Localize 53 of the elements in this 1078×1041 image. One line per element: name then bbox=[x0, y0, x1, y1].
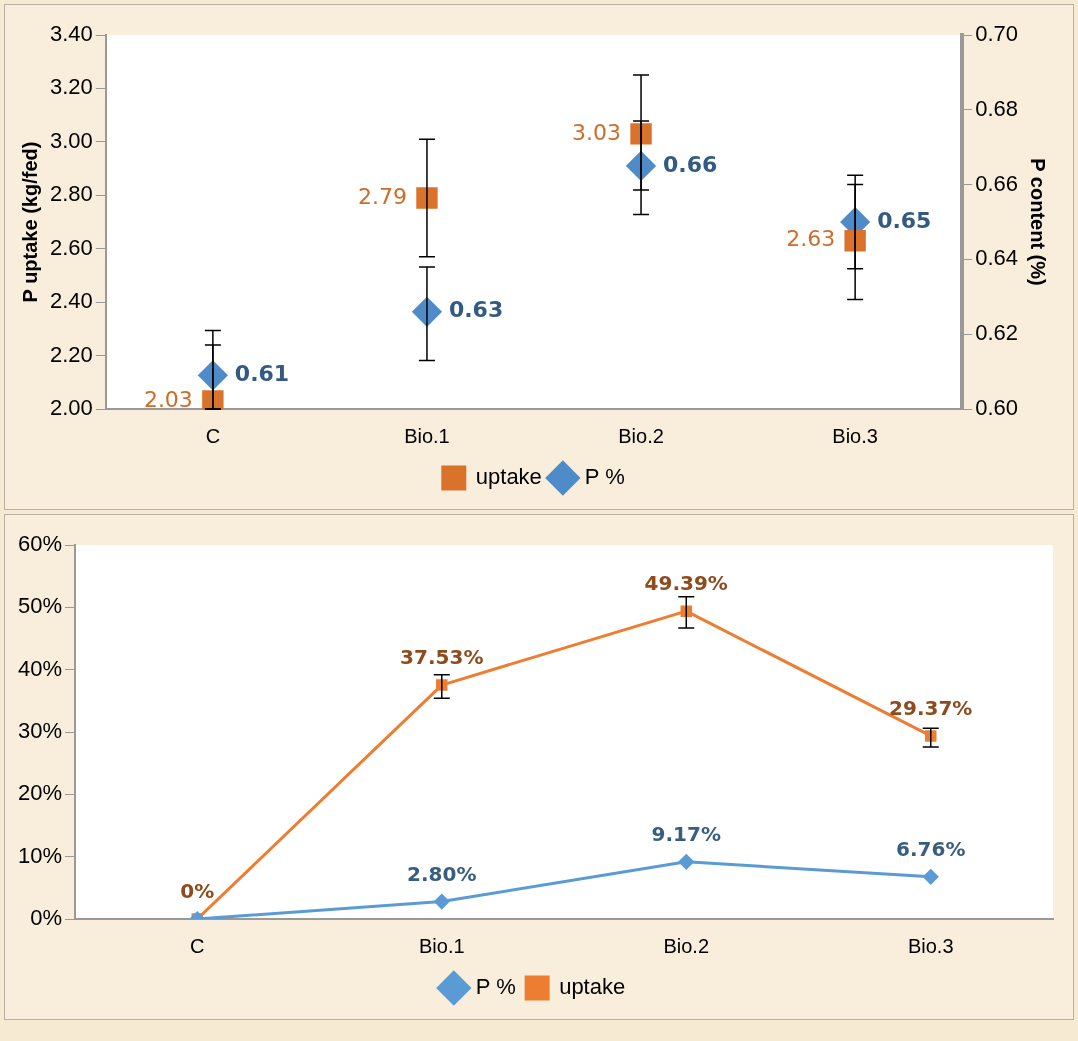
y2-tick-label: 0.68 bbox=[975, 95, 1019, 121]
data-label: 6.76% bbox=[896, 837, 966, 862]
data-label: 49.39% bbox=[644, 571, 728, 596]
x-tick-label: Bio.2 bbox=[618, 424, 664, 447]
legend-label: uptake bbox=[559, 974, 626, 1000]
y2-tick-label: 0.70 bbox=[975, 21, 1019, 47]
y2-tick-label: 0.60 bbox=[975, 395, 1019, 421]
data-label: 2.79 bbox=[357, 183, 407, 209]
data-label: 2.80% bbox=[407, 861, 477, 886]
data-label: 0% bbox=[180, 879, 215, 904]
x-tick-label: Bio.2 bbox=[663, 934, 710, 957]
data-label: 37.53% bbox=[400, 645, 484, 670]
y-tick-label: 2.80 bbox=[49, 181, 93, 207]
y2-tick-label: 0.62 bbox=[975, 320, 1019, 346]
y-tick-label: 3.00 bbox=[49, 127, 93, 153]
legend-label: P % bbox=[584, 464, 625, 490]
point bbox=[678, 854, 694, 870]
y-tick-label: 2.40 bbox=[49, 288, 93, 314]
x-tick-label: Bio.1 bbox=[404, 424, 450, 447]
data-label: 0.61 bbox=[234, 361, 290, 387]
data-label: 3.03 bbox=[572, 119, 622, 145]
y-tick-label: 10% bbox=[17, 842, 63, 868]
legend-label: P % bbox=[475, 974, 516, 1000]
x-tick-label: C bbox=[190, 934, 205, 957]
point bbox=[923, 869, 939, 885]
y-tick-label: 3.20 bbox=[49, 74, 93, 100]
y2-axis-title: P content (%) bbox=[1027, 158, 1050, 286]
y-tick-label: 30% bbox=[17, 718, 63, 744]
y-tick-label: 2.60 bbox=[49, 234, 93, 260]
data-label: 0.66 bbox=[663, 151, 718, 177]
y2-tick-label: 0.66 bbox=[975, 170, 1019, 196]
y-tick-label: 2.20 bbox=[49, 341, 93, 367]
y-tick-label: 20% bbox=[17, 780, 63, 806]
x-tick-label: Bio.3 bbox=[832, 424, 878, 447]
y-tick-label: 50% bbox=[17, 593, 63, 619]
legend-label: uptake bbox=[475, 464, 542, 490]
x-tick-label: Bio.1 bbox=[418, 934, 465, 957]
y-tick-label: 40% bbox=[17, 655, 63, 681]
data-label: 0.63 bbox=[448, 297, 504, 323]
y-tick-label: 60% bbox=[17, 531, 63, 557]
y2-tick-label: 0.64 bbox=[975, 245, 1019, 271]
x-tick-label: C bbox=[205, 424, 221, 447]
x-tick-label: Bio.3 bbox=[907, 934, 954, 957]
data-label: 2.63 bbox=[786, 226, 836, 252]
data-label: 0.65 bbox=[877, 207, 932, 233]
y-axis-title: P uptake (kg/fed) bbox=[18, 141, 41, 303]
y-tick-label: 0% bbox=[30, 905, 63, 931]
data-label: 29.37% bbox=[889, 696, 973, 721]
data-label: 2.03 bbox=[143, 386, 193, 412]
data-label: 9.17% bbox=[651, 822, 721, 847]
point bbox=[434, 894, 450, 910]
y-tick-label: 3.40 bbox=[49, 21, 93, 47]
y-tick-label: 2.00 bbox=[49, 395, 93, 421]
